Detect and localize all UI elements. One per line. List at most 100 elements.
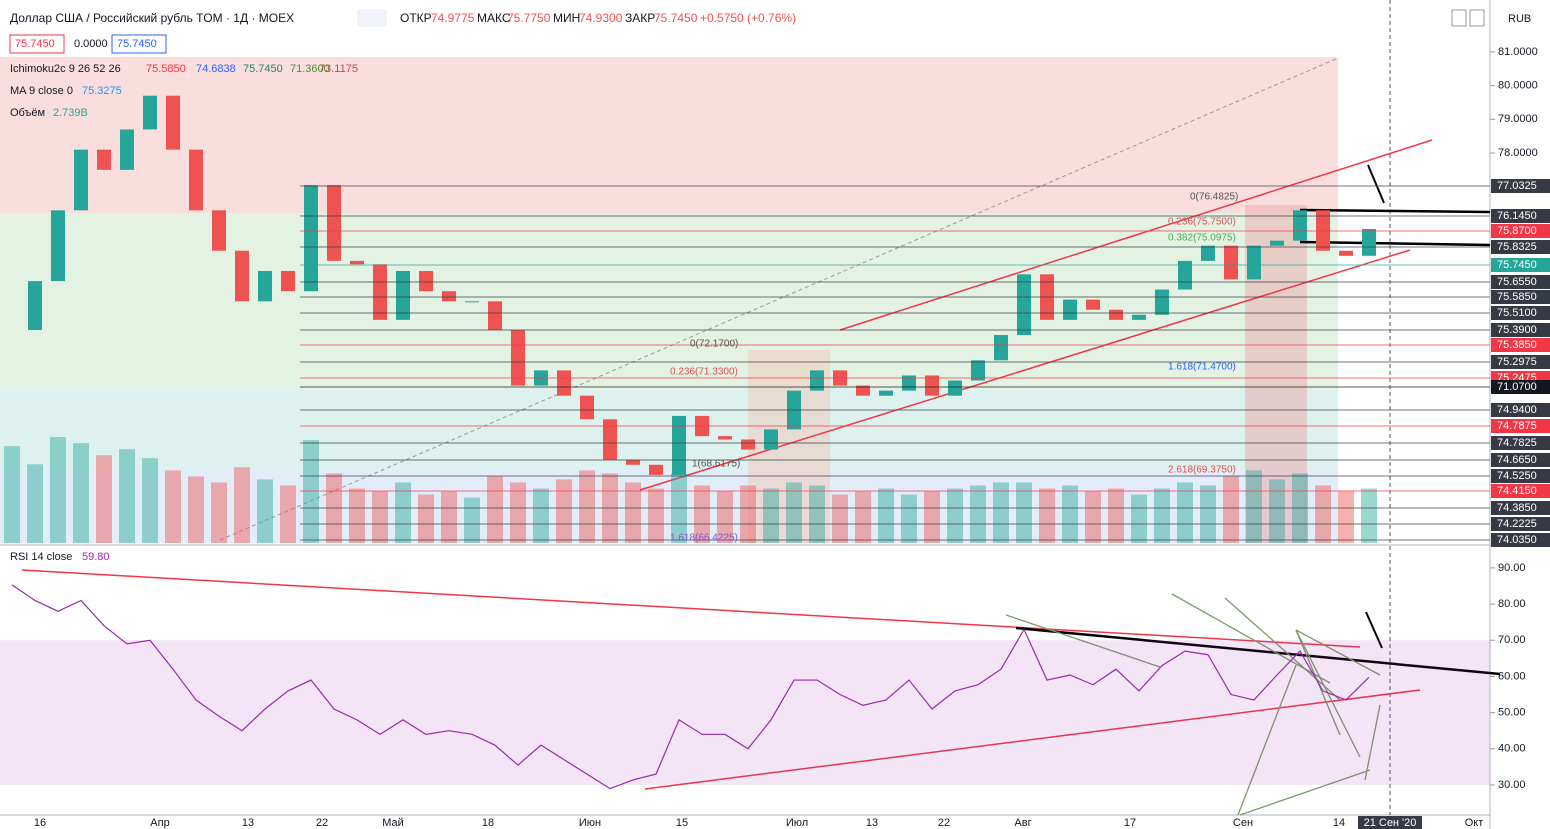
zone <box>0 470 1338 543</box>
volume-bar <box>119 449 135 543</box>
rsi-line <box>11 584 1370 790</box>
ohlc-value: 75.7750 <box>507 11 551 25</box>
fib-label: 2.618(69.3750) <box>1168 465 1236 476</box>
candle-body <box>1224 245 1238 280</box>
volume-bar <box>763 488 779 543</box>
x-tick-label: Июн <box>579 817 601 829</box>
x-tick-label: Авг <box>1014 817 1031 829</box>
button[interactable] <box>1451 9 1467 27</box>
price-label: 74.7825 <box>1497 437 1537 449</box>
volume-bar <box>1085 491 1101 543</box>
legend-value: 74.6838 <box>196 63 236 75</box>
volume-bar <box>786 482 802 543</box>
legend-value: 75.7450 <box>243 63 283 75</box>
candle-body <box>1155 289 1169 315</box>
price-label-box <box>1491 533 1550 547</box>
ohlc-label: ОТКР <box>400 11 432 25</box>
x-tick-label: Апр <box>150 817 169 829</box>
candle-body <box>1063 299 1077 320</box>
volume-bar <box>901 494 917 543</box>
legend-value: 2.739B <box>53 107 88 119</box>
candle-body <box>488 301 502 330</box>
candle-body <box>350 260 364 265</box>
x-tick-label: Сен <box>1233 817 1253 829</box>
x-tick-label: 16 <box>34 817 46 829</box>
volume-bar <box>188 476 204 543</box>
price-label: 71.0700 <box>1497 381 1537 393</box>
price-label-box <box>1491 240 1550 254</box>
candle-body <box>97 149 111 170</box>
trendline <box>1299 208 1491 214</box>
candle-body <box>810 370 824 391</box>
volume-bar <box>556 479 572 543</box>
candle-body <box>28 281 42 330</box>
y-tick-label: 80.0000 <box>1498 80 1538 92</box>
volume-bar <box>1131 494 1147 543</box>
candle-body <box>304 185 318 292</box>
price-label-box <box>1491 501 1550 515</box>
x-tick-label: 17 <box>1124 817 1136 829</box>
candle-body <box>580 395 594 420</box>
candle-body <box>212 210 226 251</box>
price-label: 75.8700 <box>1497 225 1537 237</box>
zone <box>0 213 1338 390</box>
volume-bar <box>441 491 457 543</box>
candle-body <box>327 185 341 261</box>
volume-bar <box>464 497 480 543</box>
volume-bar <box>533 488 549 543</box>
candle-body <box>557 370 571 396</box>
candle-body <box>971 360 985 381</box>
fib-label: 0.236(71.3300) <box>670 367 738 378</box>
y-tick-label: 81.0000 <box>1498 46 1538 58</box>
volume-bar <box>4 446 20 543</box>
y-tick-label: 78.0000 <box>1498 147 1538 159</box>
candle-body <box>1293 210 1307 241</box>
volume-bar <box>27 464 43 543</box>
volume-bar <box>1338 491 1354 543</box>
legend-title: RSI 14 close <box>10 551 72 563</box>
volume-bar <box>165 470 181 543</box>
volume-bar <box>1223 476 1239 543</box>
price-label-box <box>1491 275 1550 289</box>
y-tick-label: 50.00 <box>1498 707 1526 719</box>
candle-body <box>1339 250 1353 256</box>
fan-lines <box>1005 593 1381 816</box>
y-tick-label: 60.00 <box>1498 670 1526 682</box>
price-box <box>111 34 167 54</box>
volume-bar <box>1154 488 1170 543</box>
candle-body <box>741 439 755 450</box>
volume-bar <box>832 494 848 543</box>
candle-body <box>1362 229 1376 256</box>
price-label-box <box>1491 453 1550 467</box>
fib-label: 1.618(71.4700) <box>1168 362 1236 373</box>
volume-bar <box>73 443 89 543</box>
volume-bar <box>993 482 1009 543</box>
y-tick-label: 30.00 <box>1498 779 1526 791</box>
volume-bar <box>970 485 986 543</box>
price-label: 75.3850 <box>1497 339 1537 351</box>
button[interactable] <box>357 9 387 27</box>
fib-label: 0(72.1700) <box>690 339 738 350</box>
price-label: 75.5100 <box>1497 307 1537 319</box>
volume-bar <box>1269 479 1285 543</box>
button[interactable] <box>1469 9 1485 27</box>
ohlc-value: 74.9300 <box>579 11 623 25</box>
zone <box>0 57 1338 213</box>
volume-bar <box>50 437 66 543</box>
price-label: 74.9400 <box>1497 404 1537 416</box>
legend-title: Объём <box>10 107 45 119</box>
zone <box>0 390 1338 470</box>
volume-bar <box>418 494 434 543</box>
price-label-box <box>1491 403 1550 417</box>
price-label-box <box>1491 209 1550 223</box>
price-label: 74.6650 <box>1497 454 1537 466</box>
currency: RUB <box>1508 13 1531 25</box>
rsi-band <box>0 640 1490 785</box>
volume-bar <box>1062 485 1078 543</box>
price-label: 74.4150 <box>1497 485 1537 497</box>
x-tick-label: Май <box>382 817 404 829</box>
price-box-text: 75.7450 <box>15 38 55 50</box>
candle-body <box>948 380 962 396</box>
candle-body <box>649 464 663 475</box>
